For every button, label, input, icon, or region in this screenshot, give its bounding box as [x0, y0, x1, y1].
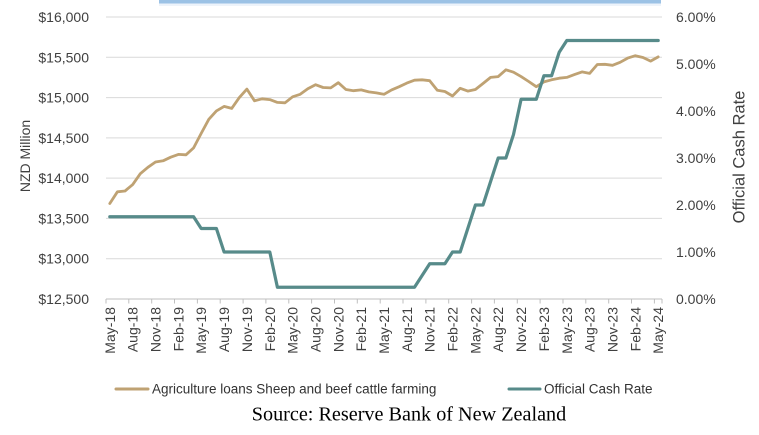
svg-text:4.00%: 4.00% [676, 103, 716, 119]
svg-text:NZD Million: NZD Million [17, 120, 33, 192]
svg-text:Feb-24: Feb-24 [627, 307, 643, 352]
svg-text:May-23: May-23 [559, 307, 575, 354]
svg-text:Feb-21: Feb-21 [353, 307, 369, 352]
svg-text:Nov-21: Nov-21 [422, 307, 438, 352]
svg-text:Feb-20: Feb-20 [262, 307, 278, 352]
svg-text:Agriculture loans Sheep and be: Agriculture loans Sheep and beef cattle … [152, 382, 436, 397]
svg-text:Aug-20: Aug-20 [308, 307, 324, 352]
svg-text:May-19: May-19 [193, 307, 209, 354]
svg-text:Feb-23: Feb-23 [536, 307, 552, 352]
svg-text:$16,000: $16,000 [38, 9, 89, 25]
svg-text:May-18: May-18 [102, 307, 118, 354]
svg-text:$12,500: $12,500 [38, 291, 89, 307]
svg-text:$13,000: $13,000 [38, 251, 89, 267]
svg-text:Official Cash Rate: Official Cash Rate [544, 382, 653, 397]
svg-text:May-22: May-22 [467, 307, 483, 354]
svg-text:Nov-22: Nov-22 [513, 307, 529, 352]
svg-text:Source: Reserve Bank of New Ze: Source: Reserve Bank of New Zealand [252, 404, 566, 426]
svg-text:Aug-21: Aug-21 [399, 307, 415, 352]
svg-text:May-21: May-21 [376, 307, 392, 354]
svg-text:2.00%: 2.00% [676, 197, 716, 213]
svg-text:$14,500: $14,500 [38, 130, 89, 146]
svg-text:5.00%: 5.00% [676, 56, 716, 72]
svg-text:Official Cash Rate: Official Cash Rate [731, 91, 749, 224]
svg-text:Nov-20: Nov-20 [330, 307, 346, 352]
svg-text:Feb-22: Feb-22 [445, 307, 461, 352]
svg-text:6.00%: 6.00% [676, 9, 716, 25]
svg-text:Aug-22: Aug-22 [490, 307, 506, 352]
svg-text:Aug-18: Aug-18 [125, 307, 141, 352]
svg-text:Aug-23: Aug-23 [582, 307, 598, 352]
svg-text:0.00%: 0.00% [676, 291, 716, 307]
svg-text:Nov-18: Nov-18 [148, 307, 164, 352]
svg-text:Nov-19: Nov-19 [239, 307, 255, 352]
svg-text:$15,000: $15,000 [38, 90, 89, 106]
svg-text:Feb-19: Feb-19 [170, 307, 186, 352]
svg-text:3.00%: 3.00% [676, 150, 716, 166]
svg-text:$15,500: $15,500 [38, 49, 89, 65]
svg-text:$14,000: $14,000 [38, 170, 89, 186]
svg-text:Nov-23: Nov-23 [605, 307, 621, 352]
svg-text:$13,500: $13,500 [38, 210, 89, 226]
svg-text:May-20: May-20 [285, 307, 301, 354]
svg-text:May-24: May-24 [650, 307, 666, 354]
svg-text:Aug-19: Aug-19 [216, 307, 232, 352]
svg-text:1.00%: 1.00% [676, 244, 716, 260]
